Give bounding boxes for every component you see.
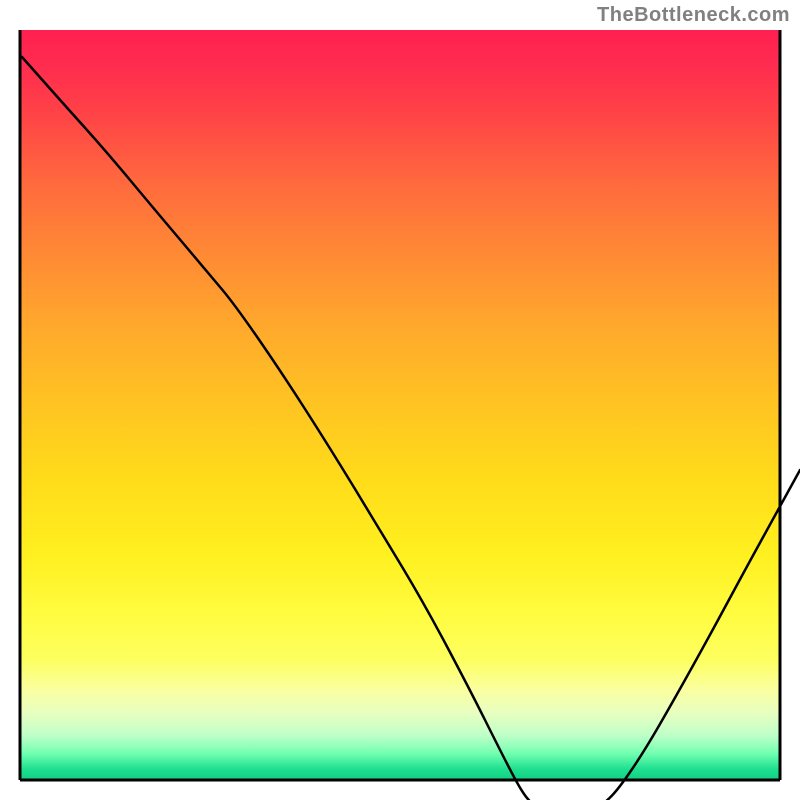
- bottleneck-chart: [0, 0, 800, 800]
- chart-container: TheBottleneck.com: [0, 0, 800, 800]
- plot-background: [20, 30, 780, 780]
- watermark-text: TheBottleneck.com: [597, 4, 790, 27]
